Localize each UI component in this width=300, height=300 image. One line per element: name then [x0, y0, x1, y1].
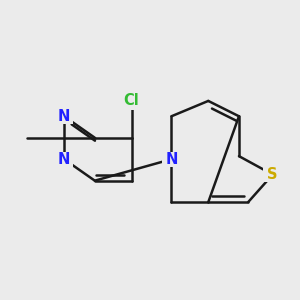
Bar — [116, 92, 147, 110]
Text: N: N — [58, 152, 70, 167]
Text: N: N — [58, 109, 70, 124]
Bar — [162, 152, 181, 167]
Text: S: S — [267, 167, 278, 182]
Bar — [55, 152, 73, 167]
Text: N: N — [165, 152, 178, 167]
Bar — [263, 167, 282, 182]
Bar — [55, 109, 73, 124]
Text: Cl: Cl — [124, 93, 140, 108]
